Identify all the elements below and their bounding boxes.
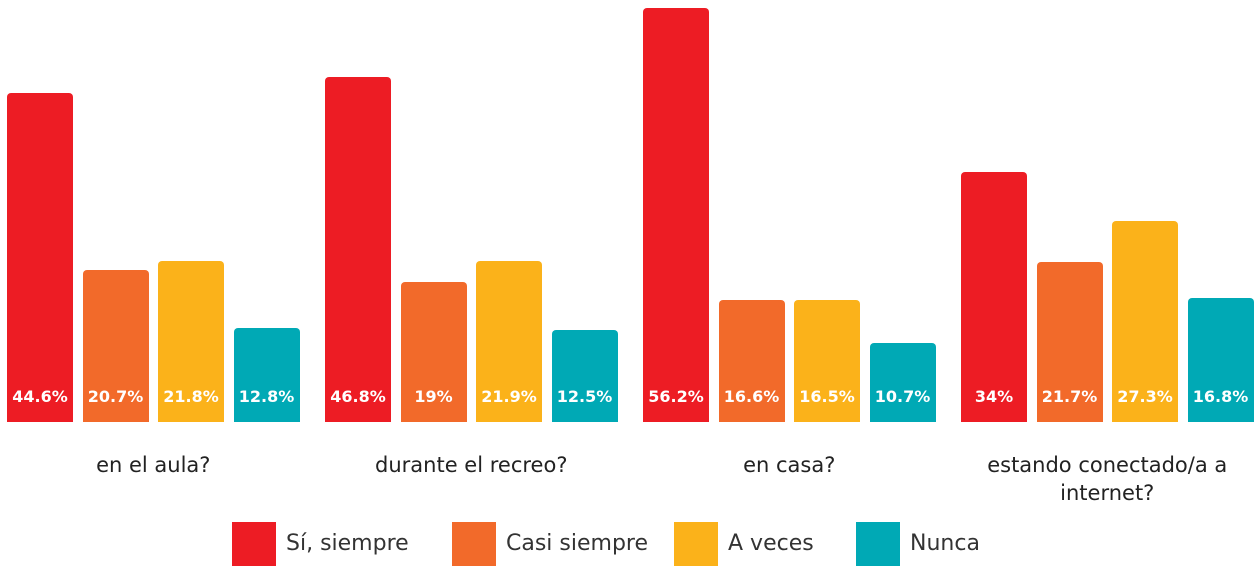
bar xyxy=(158,261,224,422)
legend-swatch xyxy=(856,522,900,566)
bar xyxy=(718,299,785,422)
bar xyxy=(794,300,860,422)
bar xyxy=(1036,262,1103,422)
value-label: 16.6% xyxy=(723,387,780,406)
bar xyxy=(400,282,467,422)
value-label: 19% xyxy=(414,387,453,406)
value-label: 16.5% xyxy=(799,387,855,406)
bar xyxy=(476,260,542,422)
value-label: 12.5% xyxy=(556,387,613,406)
bar xyxy=(1187,298,1254,422)
value-label: 21.8% xyxy=(163,387,219,406)
legend-swatch xyxy=(452,522,496,566)
value-label: 56.2% xyxy=(648,387,704,406)
category-label: en el aula? xyxy=(96,453,211,477)
bar xyxy=(233,327,300,422)
legend-label: Nunca xyxy=(910,531,980,556)
bar xyxy=(325,77,391,422)
legend-label: Sí, siempre xyxy=(286,531,409,556)
value-label: 46.8% xyxy=(330,387,386,406)
legend-swatch xyxy=(674,522,718,566)
legend-swatch xyxy=(232,522,276,566)
legend-label: Casi siempre xyxy=(506,531,649,556)
value-label: 10.7% xyxy=(874,387,931,406)
value-label: 21.7% xyxy=(1041,387,1098,406)
value-label: 27.3% xyxy=(1117,387,1173,406)
value-label: 21.9% xyxy=(481,387,537,406)
bar xyxy=(869,343,936,422)
bar xyxy=(961,171,1027,422)
category-label: en casa? xyxy=(743,453,836,477)
legend-label: A veces xyxy=(728,531,814,556)
value-label: 20.7% xyxy=(87,387,144,406)
value-label: 34% xyxy=(974,387,1014,406)
value-label: 12.8% xyxy=(238,387,295,406)
bar xyxy=(643,8,709,422)
category-label: estando conectado/a a internet? xyxy=(987,453,1228,505)
value-label: 16.8% xyxy=(1192,387,1249,406)
bar xyxy=(551,329,618,422)
value-label: 44.6% xyxy=(12,387,68,406)
bar xyxy=(7,93,73,422)
bar xyxy=(1112,220,1178,422)
category-label: durante el recreo? xyxy=(375,453,568,477)
bar xyxy=(82,269,149,422)
